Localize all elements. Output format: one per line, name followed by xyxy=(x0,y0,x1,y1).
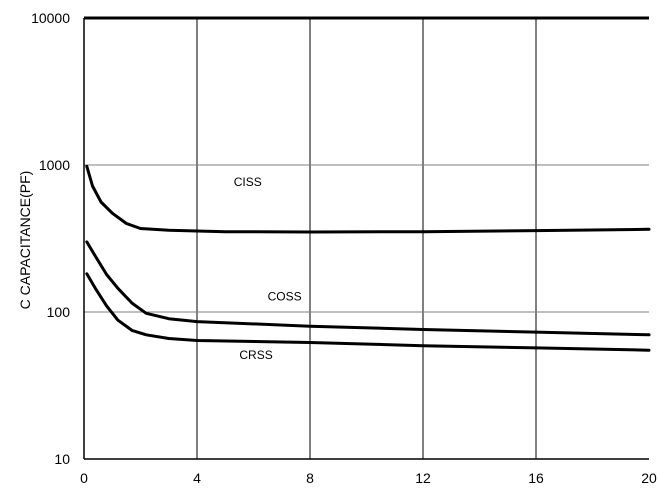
x-tick-label-16: 16 xyxy=(528,470,544,486)
grid-lines xyxy=(84,18,649,459)
tick-labels: 0 4 8 12 16 20 10 100 1000 10000 xyxy=(31,10,657,486)
series-label-ciss: CISS xyxy=(234,175,262,189)
series-label-bg-crss xyxy=(234,346,279,364)
x-tick-label-8: 8 xyxy=(306,470,314,486)
y-tick-label-10000: 10000 xyxy=(31,10,70,26)
axes xyxy=(83,16,649,460)
y-tick-label-1000: 1000 xyxy=(39,157,70,173)
x-tick-label-4: 4 xyxy=(193,470,201,486)
series-line-crss xyxy=(85,272,651,352)
y-axis-label: C CAPACITANCE(PF) xyxy=(17,171,33,310)
series-layer: CISS COSS CRSS xyxy=(85,164,651,364)
series-line-ciss xyxy=(85,164,651,234)
series-label-bg-ciss xyxy=(228,173,273,191)
x-tick-label-0: 0 xyxy=(80,470,88,486)
y-tick-label-100: 100 xyxy=(47,304,71,320)
series-label-coss: COSS xyxy=(268,289,302,303)
y-tick-label-10: 10 xyxy=(54,451,70,467)
series-label-bg-coss xyxy=(262,288,307,306)
series-label-crss: CRSS xyxy=(239,348,272,362)
series-line-coss xyxy=(85,240,651,337)
x-tick-label-12: 12 xyxy=(415,470,431,486)
x-tick-label-20: 20 xyxy=(641,470,657,486)
